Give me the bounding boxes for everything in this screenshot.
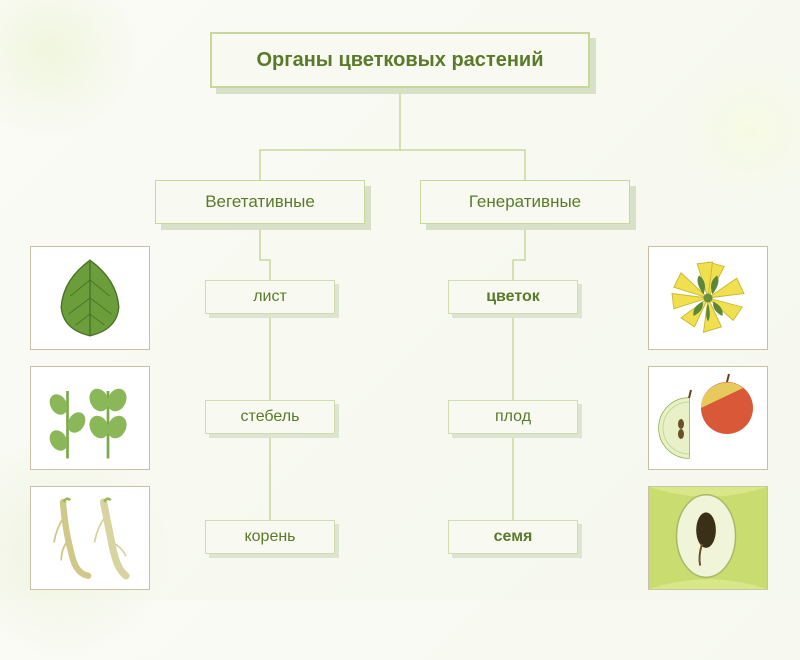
image-root: [30, 486, 150, 590]
category-generative: Генеративные: [420, 180, 630, 224]
fruit-icon: [653, 368, 763, 468]
item-leaf: лист: [205, 280, 335, 314]
stem-icon: [40, 373, 140, 463]
image-seed: [648, 486, 768, 590]
image-fruit: [648, 366, 768, 470]
bg-decoration: [670, 50, 800, 210]
root-icon: [40, 493, 140, 583]
item-stem: стебель: [205, 400, 335, 434]
bg-decoration: [0, 0, 140, 140]
item-seed: семя: [448, 520, 578, 554]
seed-icon: [649, 486, 767, 590]
item-root: корень: [205, 520, 335, 554]
image-leaf: [30, 246, 150, 350]
flower-icon: [658, 253, 758, 343]
diagram-title: Органы цветковых растений: [210, 32, 590, 88]
category-vegetative: Вегетативные: [155, 180, 365, 224]
image-stem: [30, 366, 150, 470]
item-fruit: плод: [448, 400, 578, 434]
image-flower: [648, 246, 768, 350]
leaf-icon: [45, 253, 135, 343]
item-flower: цветок: [448, 280, 578, 314]
